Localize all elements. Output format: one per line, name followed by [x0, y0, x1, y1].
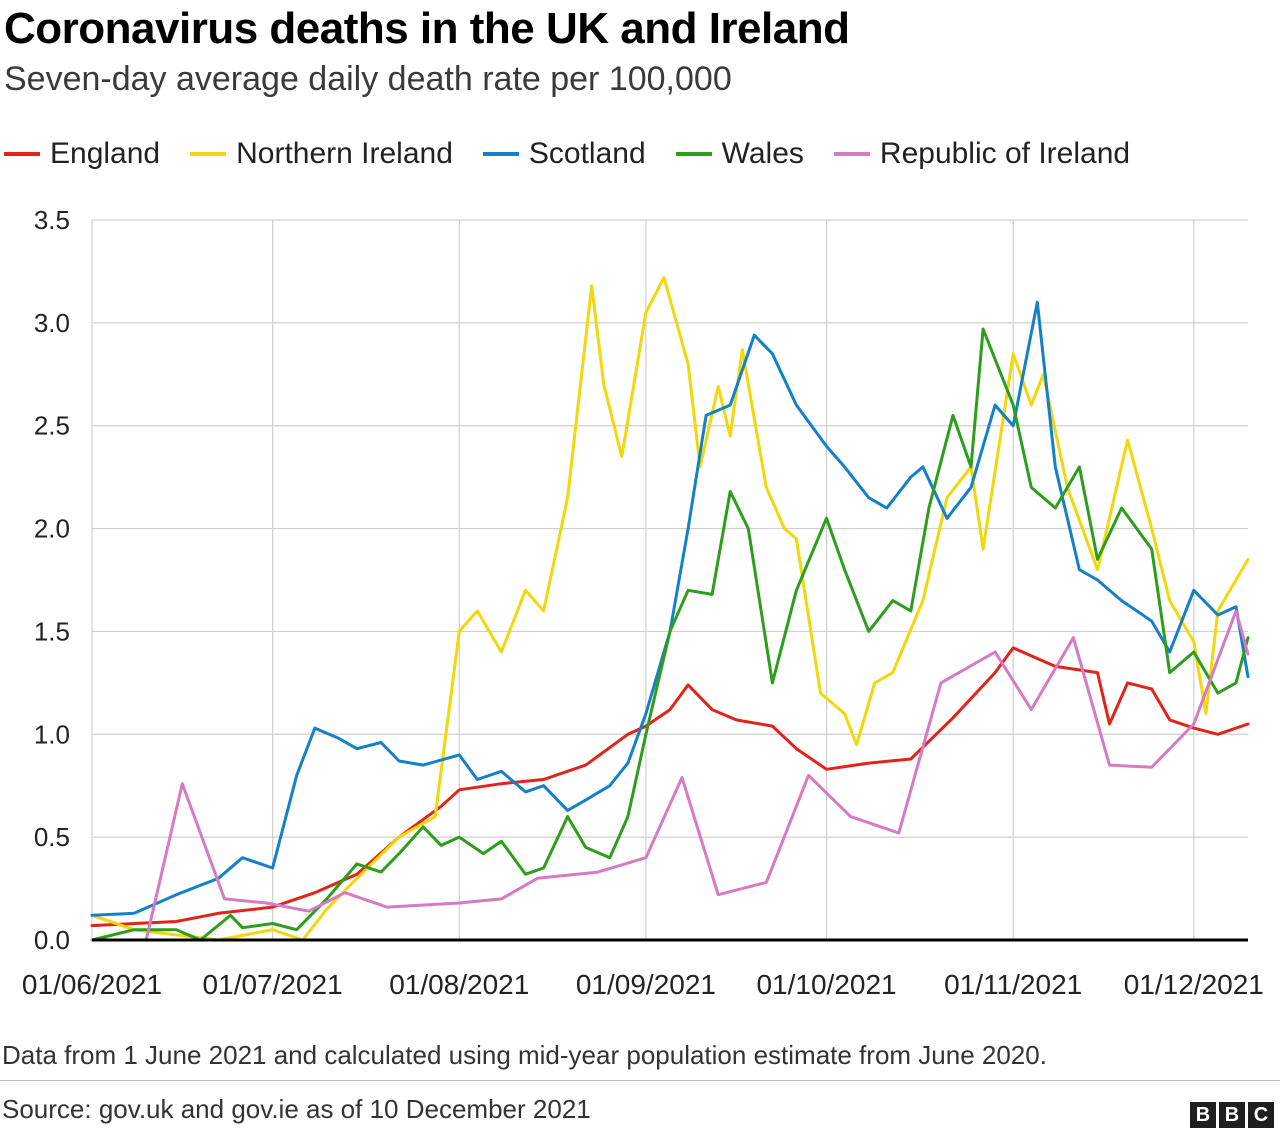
- chart-subtitle: Seven-day average daily death rate per 1…: [4, 60, 732, 98]
- legend-label: England: [50, 137, 161, 170]
- series-line-scotland: [90, 300, 1250, 917]
- legend-swatch: [833, 152, 870, 156]
- y-tick-label: 2.0: [34, 514, 70, 544]
- y-tick-label: 3.0: [34, 308, 70, 338]
- x-tick-label: 01/10/2021: [756, 969, 896, 1000]
- legend-swatch: [675, 152, 712, 156]
- legend-label: Wales: [721, 137, 804, 170]
- y-tick-label: 2.5: [34, 411, 70, 441]
- y-tick-label: 0.0: [34, 925, 70, 955]
- legend: England Northern Ireland Scotland Wales Repu…: [4, 134, 1160, 174]
- chart-note: Data from 1 June 2021 and calculated usi…: [2, 1040, 1047, 1070]
- x-tick-label: 01/11/2021: [944, 969, 1082, 1000]
- y-tick-label: 1.5: [34, 616, 70, 646]
- legend-item-england: England: [4, 137, 160, 171]
- series-line-england: [90, 646, 1250, 928]
- bbc-logo: B B C: [1187, 1102, 1274, 1128]
- footer-divider: [0, 1080, 1280, 1081]
- y-tick-label: 3.5: [34, 205, 70, 235]
- x-tick-label: 01/08/2021: [389, 969, 529, 1000]
- legend-label: Northern Ireland: [236, 137, 453, 170]
- x-tick-label: 01/12/2021: [1124, 969, 1264, 1000]
- axes: 0.0 0.5 1.0 1.5 2.0 2.5 3.0 3.5 01/06/2021 01/07/…: [22, 205, 1264, 1000]
- series-line-republic-of-ireland: [90, 609, 1250, 942]
- logo-letter: B: [1219, 1102, 1245, 1128]
- x-tick-label: 01/09/2021: [576, 969, 716, 1000]
- series-lines: [90, 276, 1250, 942]
- source-text: Source: gov.uk and gov.ie as of 10 Decem…: [2, 1094, 591, 1124]
- legend-item-northern-ireland: Northern Ireland: [190, 137, 453, 171]
- legend-item-wales: Wales: [675, 137, 804, 171]
- chart-title: Coronavirus deaths in the UK and Ireland: [4, 4, 850, 53]
- line-chart: 0.0 0.5 1.0 1.5 2.0 2.5 3.0 3.5 01/06/2021 01/07/…: [22, 205, 1264, 1000]
- legend-label: Republic of Ireland: [879, 137, 1131, 170]
- y-tick-label: 0.5: [34, 822, 70, 852]
- legend-item-scotland: Scotland: [482, 137, 646, 171]
- grid: [91, 219, 1248, 940]
- series-line-wales: [90, 327, 1250, 942]
- y-tick-label: 1.0: [34, 719, 70, 749]
- legend-swatch: [4, 152, 40, 156]
- legend-item-republic-of-ireland: Republic of Ireland: [833, 137, 1131, 171]
- legend-swatch: [482, 152, 519, 156]
- legend-swatch: [190, 152, 227, 156]
- x-tick-label: 01/07/2021: [203, 969, 343, 1000]
- legend-label: Scotland: [528, 137, 646, 170]
- x-tick-label: 01/06/2021: [22, 969, 162, 1000]
- logo-letter: B: [1190, 1102, 1216, 1128]
- logo-letter: C: [1248, 1102, 1274, 1128]
- series-line-northern-ireland: [90, 276, 1250, 942]
